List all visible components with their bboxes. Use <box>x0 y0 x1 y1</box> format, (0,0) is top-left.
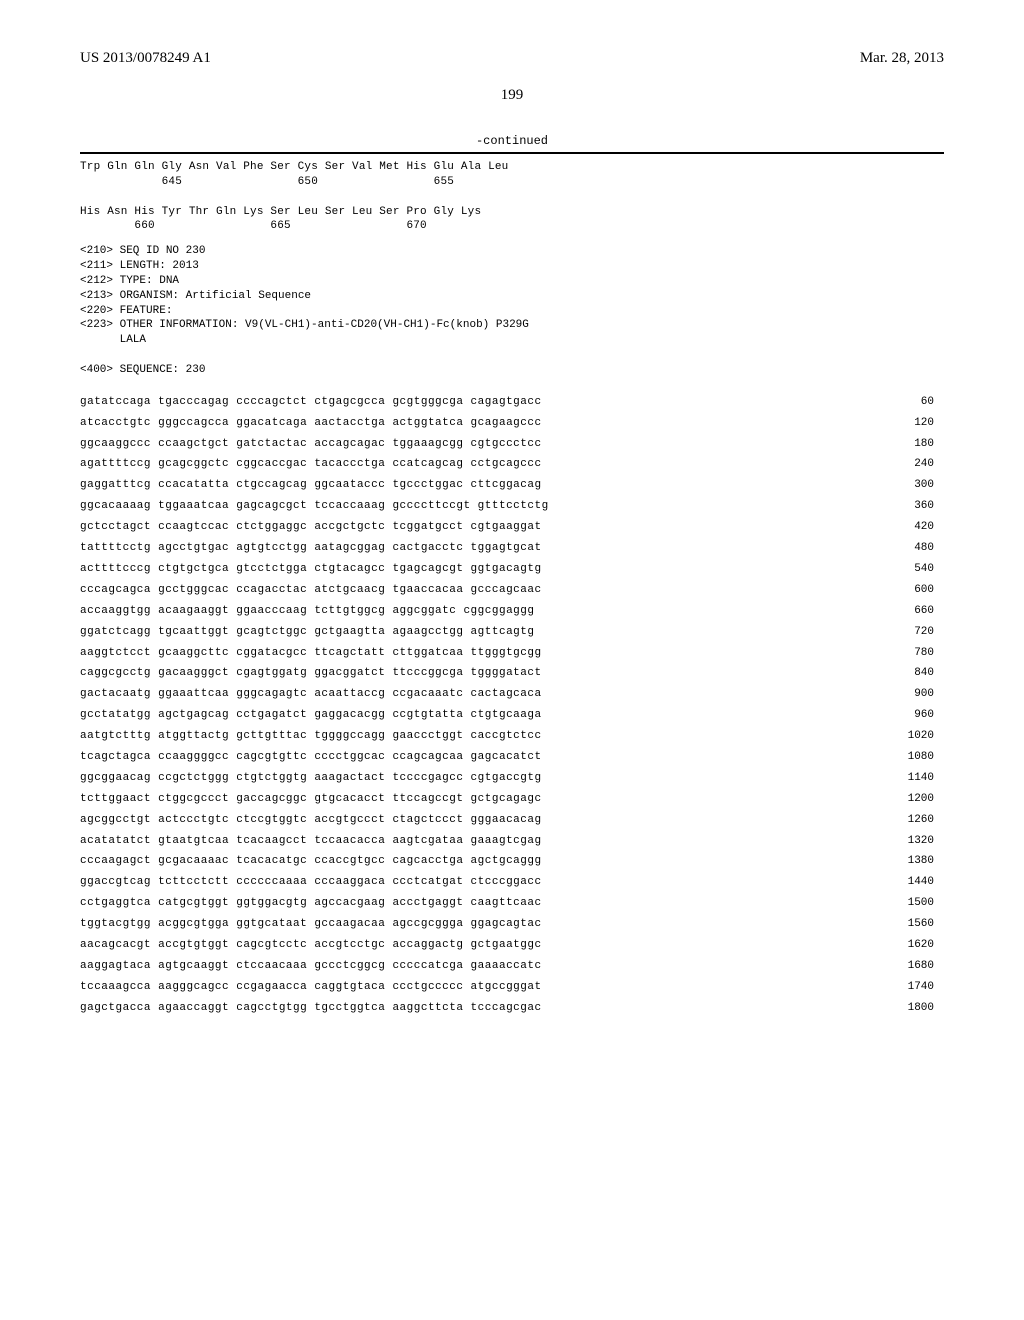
sequence-text: tcttggaact ctggcgccct gaccagcggc gtgcaca… <box>80 789 542 810</box>
sequence-position: 1380 <box>884 851 944 872</box>
sequence-text: atcacctgtc gggccagcca ggacatcaga aactacc… <box>80 413 542 434</box>
sequence-position: 780 <box>884 643 944 664</box>
sequence-position: 1260 <box>884 810 944 831</box>
sequence-text: acttttcccg ctgtgctgca gtcctctgga ctgtaca… <box>80 559 542 580</box>
sequence-position: 480 <box>884 538 944 559</box>
sequence-position: 900 <box>884 684 944 705</box>
sequence-row: gcctatatgg agctgagcag cctgagatct gaggaca… <box>80 705 944 726</box>
sequence-row: aaggtctcct gcaaggcttc cggatacgcc ttcagct… <box>80 643 944 664</box>
sequence-text: aaggagtaca agtgcaaggt ctccaacaaa gccctcg… <box>80 956 542 977</box>
page-number: 199 <box>80 87 944 104</box>
sequence-text: tggtacgtgg acggcgtgga ggtgcataat gccaaga… <box>80 914 542 935</box>
sequence-text: ggcacaaaag tggaaatcaa gagcagcgct tccacca… <box>80 496 549 517</box>
sequence-text: aacagcacgt accgtgtggt cagcgtcctc accgtcc… <box>80 935 542 956</box>
sequence-position: 1200 <box>884 789 944 810</box>
sequence-row: ggcacaaaag tggaaatcaa gagcagcgct tccacca… <box>80 496 944 517</box>
divider-top <box>80 152 944 154</box>
sequence-text: gctcctagct ccaagtccac ctctggaggc accgctg… <box>80 517 542 538</box>
sequence-row: atcacctgtc gggccagcca ggacatcaga aactacc… <box>80 413 944 434</box>
sequence-row: gagctgacca agaaccaggt cagcctgtgg tgcctgg… <box>80 998 944 1019</box>
sequence-text: accaaggtgg acaagaaggt ggaacccaag tcttgtg… <box>80 601 534 622</box>
sequence-position: 1320 <box>884 831 944 852</box>
sequence-text: gcctatatgg agctgagcag cctgagatct gaggaca… <box>80 705 542 726</box>
sequence-row: cctgaggtca catgcgtggt ggtggacgtg agccacg… <box>80 893 944 914</box>
sequence-position: 1740 <box>884 977 944 998</box>
sequence-row: aatgtctttg atggttactg gcttgtttac tggggcc… <box>80 726 944 747</box>
protein-sequence-block: Trp Gln Gln Gly Asn Val Phe Ser Cys Ser … <box>80 160 944 234</box>
sequence-row: tattttcctg agcctgtgac agtgtcctgg aatagcg… <box>80 538 944 559</box>
sequence-position: 180 <box>884 434 944 455</box>
sequence-row: gactacaatg ggaaattcaa gggcagagtc acaatta… <box>80 684 944 705</box>
sequence-position: 1800 <box>884 998 944 1019</box>
sequence-row: accaaggtgg acaagaaggt ggaacccaag tcttgtg… <box>80 601 944 622</box>
sequence-text: acatatatct gtaatgtcaa tcacaagcct tccaaca… <box>80 831 542 852</box>
sequence-position: 1500 <box>884 893 944 914</box>
sequence-text: tcagctagca ccaaggggcc cagcgtgttc cccctgg… <box>80 747 542 768</box>
sequence-position: 960 <box>884 705 944 726</box>
sequence-row: agcggcctgt actccctgtc ctccgtggtc accgtgc… <box>80 810 944 831</box>
sequence-position: 1440 <box>884 872 944 893</box>
sequence-row: tcagctagca ccaaggggcc cagcgtgttc cccctgg… <box>80 747 944 768</box>
sequence-metadata: <210> SEQ ID NO 230 <211> LENGTH: 2013 <… <box>80 244 944 378</box>
sequence-position: 300 <box>884 475 944 496</box>
sequence-position: 120 <box>884 413 944 434</box>
sequence-row: aaggagtaca agtgcaaggt ctccaacaaa gccctcg… <box>80 956 944 977</box>
sequence-position: 660 <box>884 601 944 622</box>
sequence-position: 1560 <box>884 914 944 935</box>
sequence-text: tccaaagcca aagggcagcc ccgagaacca caggtgt… <box>80 977 542 998</box>
sequence-position: 600 <box>884 580 944 601</box>
sequence-row: ggcaaggccc ccaagctgct gatctactac accagca… <box>80 434 944 455</box>
sequence-position: 60 <box>884 392 944 413</box>
publication-date: Mar. 28, 2013 <box>860 50 944 67</box>
sequence-row: aacagcacgt accgtgtggt cagcgtcctc accgtcc… <box>80 935 944 956</box>
sequence-position: 540 <box>884 559 944 580</box>
sequence-text: agcggcctgt actccctgtc ctccgtggtc accgtgc… <box>80 810 542 831</box>
sequence-row: ggaccgtcag tcttcctctt ccccccaaaa cccaagg… <box>80 872 944 893</box>
sequence-row: agattttccg gcagcggctc cggcaccgac tacaccc… <box>80 454 944 475</box>
sequence-position: 1680 <box>884 956 944 977</box>
sequence-position: 360 <box>884 496 944 517</box>
sequence-row: ggatctcagg tgcaattggt gcagtctggc gctgaag… <box>80 622 944 643</box>
sequence-text: gatatccaga tgacccagag ccccagctct ctgagcg… <box>80 392 542 413</box>
sequence-text: aatgtctttg atggttactg gcttgtttac tggggcc… <box>80 726 542 747</box>
sequence-row: tggtacgtgg acggcgtgga ggtgcataat gccaaga… <box>80 914 944 935</box>
sequence-position: 1620 <box>884 935 944 956</box>
sequence-row: tccaaagcca aagggcagcc ccgagaacca caggtgt… <box>80 977 944 998</box>
sequence-position: 1140 <box>884 768 944 789</box>
publication-number: US 2013/0078249 A1 <box>80 50 211 67</box>
sequence-text: gaggatttcg ccacatatta ctgccagcag ggcaata… <box>80 475 542 496</box>
sequence-position: 240 <box>884 454 944 475</box>
sequence-text: cctgaggtca catgcgtggt ggtggacgtg agccacg… <box>80 893 542 914</box>
sequence-text: ggcaaggccc ccaagctgct gatctactac accagca… <box>80 434 542 455</box>
sequence-position: 1080 <box>884 747 944 768</box>
sequence-text: caggcgcctg gacaagggct cgagtggatg ggacgga… <box>80 663 542 684</box>
dna-sequence-listing: gatatccaga tgacccagag ccccagctct ctgagcg… <box>80 392 944 1019</box>
sequence-row: acatatatct gtaatgtcaa tcacaagcct tccaaca… <box>80 831 944 852</box>
sequence-text: aaggtctcct gcaaggcttc cggatacgcc ttcagct… <box>80 643 542 664</box>
sequence-text: gagctgacca agaaccaggt cagcctgtgg tgcctgg… <box>80 998 542 1019</box>
sequence-position: 1020 <box>884 726 944 747</box>
sequence-row: ggcggaacag ccgctctggg ctgtctggtg aaagact… <box>80 768 944 789</box>
sequence-text: cccagcagca gcctgggcac ccagacctac atctgca… <box>80 580 542 601</box>
sequence-row: gaggatttcg ccacatatta ctgccagcag ggcaata… <box>80 475 944 496</box>
sequence-text: ggaccgtcag tcttcctctt ccccccaaaa cccaagg… <box>80 872 542 893</box>
sequence-row: gctcctagct ccaagtccac ctctggaggc accgctg… <box>80 517 944 538</box>
sequence-position: 840 <box>884 663 944 684</box>
sequence-row: tcttggaact ctggcgccct gaccagcggc gtgcaca… <box>80 789 944 810</box>
sequence-text: tattttcctg agcctgtgac agtgtcctgg aatagcg… <box>80 538 542 559</box>
sequence-text: cccaagagct gcgacaaaac tcacacatgc ccaccgt… <box>80 851 542 872</box>
continued-label: -continued <box>80 134 944 148</box>
sequence-row: gatatccaga tgacccagag ccccagctct ctgagcg… <box>80 392 944 413</box>
sequence-position: 420 <box>884 517 944 538</box>
sequence-row: cccagcagca gcctgggcac ccagacctac atctgca… <box>80 580 944 601</box>
sequence-position: 720 <box>884 622 944 643</box>
sequence-text: agattttccg gcagcggctc cggcaccgac tacaccc… <box>80 454 542 475</box>
sequence-row: caggcgcctg gacaagggct cgagtggatg ggacgga… <box>80 663 944 684</box>
sequence-row: acttttcccg ctgtgctgca gtcctctgga ctgtaca… <box>80 559 944 580</box>
sequence-row: cccaagagct gcgacaaaac tcacacatgc ccaccgt… <box>80 851 944 872</box>
sequence-text: gactacaatg ggaaattcaa gggcagagtc acaatta… <box>80 684 542 705</box>
sequence-text: ggatctcagg tgcaattggt gcagtctggc gctgaag… <box>80 622 534 643</box>
sequence-text: ggcggaacag ccgctctggg ctgtctggtg aaagact… <box>80 768 542 789</box>
